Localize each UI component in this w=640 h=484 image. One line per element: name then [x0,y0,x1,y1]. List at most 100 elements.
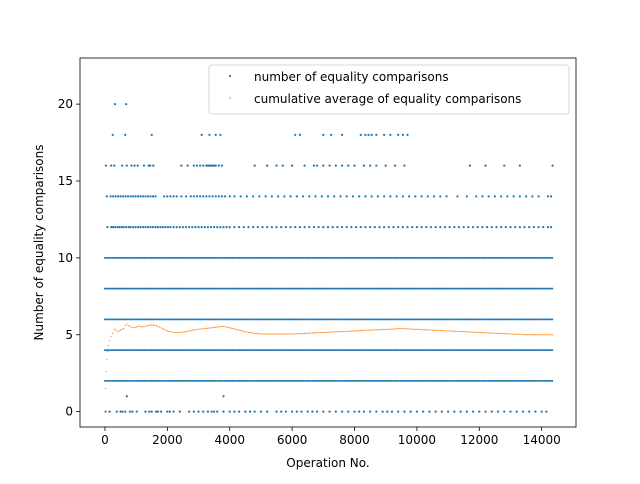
comparison-point [163,318,166,321]
comparison-point [528,349,531,352]
comparison-point [298,256,301,259]
comparison-point [278,287,280,290]
comparison-point [120,349,123,352]
cumulative-average-point [477,331,479,333]
comparison-point [298,133,302,136]
comparison-point [422,410,425,413]
comparison-point [110,164,113,167]
comparison-point [139,349,142,352]
comparison-point [330,318,333,321]
cumulative-average-point [233,328,236,330]
comparison-point [394,379,397,382]
comparison-point [467,379,470,382]
cumulative-average-point [151,324,153,326]
comparison-point [315,349,318,352]
comparison-point [312,226,316,229]
comparison-point [246,349,249,352]
comparison-point [113,318,116,321]
comparison-point [227,379,230,382]
comparison-point [223,318,226,321]
comparison-point [375,133,378,136]
comparison-point [313,349,316,352]
comparison-point [131,226,135,229]
comparison-point [345,195,348,198]
comparison-point [118,256,121,259]
comparison-point [467,256,470,259]
cumulative-average-point [166,330,168,332]
comparison-point [139,226,142,229]
comparison-point [227,256,230,259]
comparison-point [364,256,367,259]
comparison-point [405,256,408,259]
cumulative-average-point [280,333,282,335]
comparison-point [119,195,122,198]
comparison-point [266,164,269,167]
cumulative-average-point [332,331,334,333]
comparison-point [240,349,243,352]
comparison-point [270,379,273,382]
comparison-point [358,318,361,321]
comparison-point [300,349,303,352]
comparison-point [426,195,429,198]
cumulative-average-point [346,330,348,332]
comparison-point [240,318,243,321]
comparison-point [221,287,224,290]
comparison-point [276,256,279,259]
comparison-point [322,256,325,259]
comparison-point [139,318,142,321]
comparison-point [228,195,231,198]
comparison-point [130,256,133,259]
comparison-point [115,287,118,290]
cumulative-average-point [232,328,234,330]
comparison-point [303,164,306,167]
comparison-point [317,226,320,229]
comparison-point [122,226,125,229]
comparison-point [409,318,411,321]
comparison-point [150,256,153,259]
comparison-point [178,349,181,352]
comparison-point [394,349,397,352]
comparison-point [326,318,329,321]
comparison-point [107,287,110,290]
comparison-point [474,318,477,321]
comparison-point [358,379,361,382]
comparison-point [231,349,234,352]
comparison-point [270,318,273,321]
comparison-point [218,349,221,352]
comparison-point [354,349,357,352]
comparison-point [219,133,222,136]
comparison-point [182,256,185,259]
comparison-point [156,226,160,229]
comparison-point [551,349,554,352]
comparison-point [369,349,372,352]
cumulative-average-point [453,330,455,332]
comparison-point [442,287,445,290]
comparison-point [394,256,397,259]
comparison-point [536,349,539,352]
comparison-point [283,318,286,321]
comparison-point [370,195,373,198]
comparison-point [201,318,204,321]
comparison-point [214,195,217,198]
comparison-point [416,256,419,259]
comparison-point [281,379,284,382]
comparison-point [444,256,447,259]
comparison-point [111,287,114,290]
comparison-point [122,287,125,290]
comparison-point [527,349,529,352]
comparison-point [133,318,136,321]
comparison-point [272,379,275,382]
comparison-point [195,349,198,352]
cumulative-average-point [107,344,109,347]
cumulative-average-point [140,326,142,328]
comparison-point [414,256,417,259]
cumulative-average-point [132,327,134,329]
comparison-point [287,287,290,290]
comparison-point [253,318,256,321]
cumulative-average-point [380,328,382,331]
comparison-point [367,379,370,382]
cumulative-average-point [146,325,148,327]
comparison-point [231,287,234,290]
comparison-point [448,379,451,382]
cumulative-average-point [410,328,412,330]
